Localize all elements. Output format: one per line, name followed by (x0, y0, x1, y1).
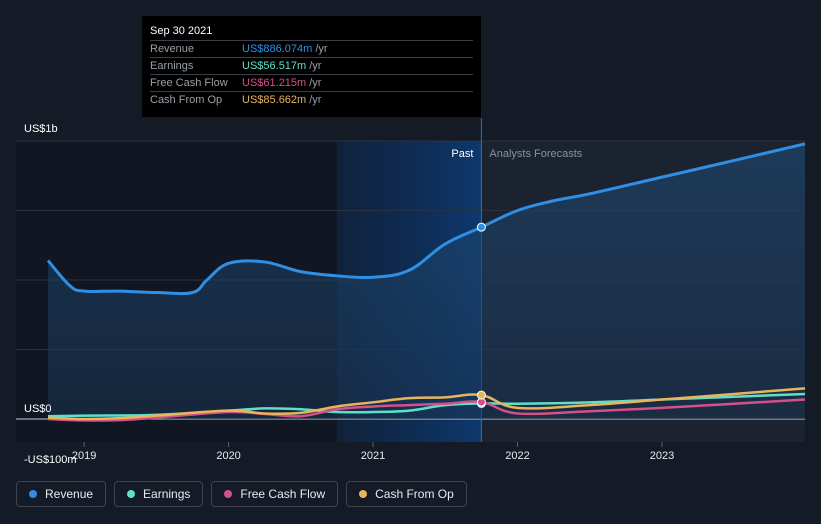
tooltip-row-earnings: Earnings US$56.517m /yr (150, 57, 473, 74)
tooltip-value: US$85.662m (242, 94, 307, 106)
tooltip-label: Cash From Op (150, 94, 223, 106)
forecast-label: Analysts Forecasts (489, 148, 582, 160)
legend-item-cash-from-op[interactable]: Cash From Op (346, 481, 467, 507)
cash-from-op-marker (476, 390, 486, 400)
cash-from-op-dot-icon (359, 490, 368, 498)
tooltip-row-free-cash-flow: Free Cash Flow US$61.215m /yr (150, 74, 473, 91)
legend-label: Revenue (45, 487, 94, 501)
revenue-marker (476, 222, 486, 232)
tooltip-row-cash-from-op: Cash From Op US$85.662m /yr (150, 91, 473, 108)
y-tick-label: -US$100m (24, 454, 77, 466)
legend-item-free-cash-flow[interactable]: Free Cash Flow (211, 481, 339, 507)
tooltip-unit: /yr (309, 94, 322, 106)
x-tick-label: 2020 (216, 450, 240, 462)
tooltip-label: Free Cash Flow (150, 77, 228, 89)
x-tick-label: 2022 (505, 450, 529, 462)
tooltip-value: US$886.074m (242, 43, 313, 55)
legend-item-revenue[interactable]: Revenue (16, 481, 107, 507)
tooltip-label: Revenue (150, 43, 195, 55)
legend-label: Free Cash Flow (240, 487, 326, 501)
tooltip: Sep 30 2021 Revenue US$886.074m /yr Earn… (142, 16, 481, 117)
tooltip-value: US$61.215m (242, 77, 307, 89)
free-cash-flow-line (47, 398, 806, 422)
series-markers (476, 222, 486, 408)
x-tick-label: 2019 (72, 450, 96, 462)
tooltip-unit: /yr (309, 77, 322, 89)
tooltip-date: Sep 30 2021 (150, 25, 213, 37)
legend-item-earnings[interactable]: Earnings (114, 481, 204, 507)
tooltip-label: Earnings (150, 60, 194, 72)
y-tick-label: US$1b (24, 123, 58, 135)
legend: Revenue Earnings Free Cash Flow Cash Fro… (16, 481, 467, 507)
tooltip-row-revenue: Revenue US$886.074m /yr (150, 40, 473, 57)
legend-label: Earnings (143, 487, 191, 501)
x-tick-label: 2023 (650, 450, 674, 462)
earnings-dot-icon (127, 490, 136, 498)
y-tick-label: US$0 (24, 403, 52, 415)
tooltip-unit: /yr (315, 43, 328, 55)
tooltip-unit: /yr (309, 60, 322, 72)
cash-from-op-line (47, 387, 806, 421)
past-label: Past (451, 148, 473, 160)
free-cash-flow-dot-icon (224, 490, 233, 498)
tooltip-value: US$56.517m (242, 60, 307, 72)
revenue-line (46, 142, 806, 296)
series-areas (48, 143, 805, 419)
legend-label: Cash From Op (375, 487, 454, 501)
x-tick-label: 2021 (361, 450, 385, 462)
series-lines (46, 142, 806, 422)
revenue-dot-icon (29, 490, 37, 498)
revenue-area (48, 143, 805, 419)
